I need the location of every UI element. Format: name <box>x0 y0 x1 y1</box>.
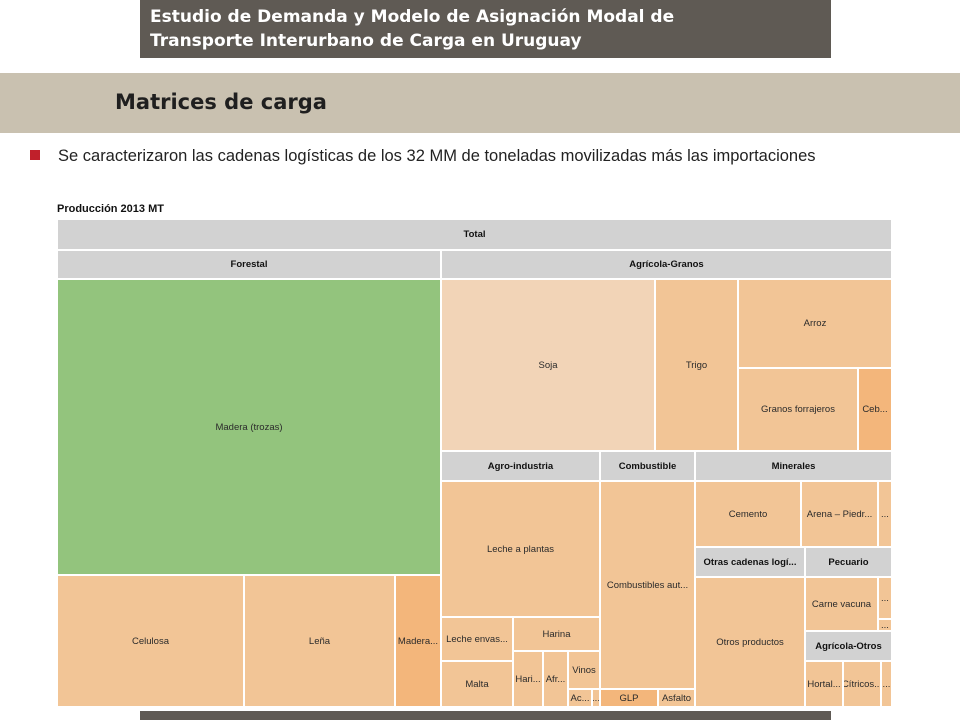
treemap-cell-madera-trozas: Madera (trozas) <box>57 279 441 575</box>
treemap-title: Producción 2013 MT <box>57 203 164 215</box>
treemap-header-total: Total <box>57 219 892 250</box>
treemap-header-minerales: Minerales <box>695 451 892 481</box>
treemap-cell-arena-piedr: Arena – Piedr... <box>801 481 878 547</box>
treemap-cell-ac: Ac... <box>568 689 592 707</box>
treemap-cell-soja: Soja <box>441 279 655 451</box>
treemap-cell-small-5: ... <box>881 661 892 707</box>
treemap-header-agro-industria: Agro-industria <box>441 451 600 481</box>
treemap-cell-carne-vacuna: Carne vacuna <box>805 577 878 631</box>
treemap-cell-hortal: Hortal... <box>805 661 843 707</box>
treemap-cell-hari: Hari... <box>513 651 543 707</box>
treemap-cell-glp: GLP <box>600 689 658 707</box>
treemap-cell-vinos: Vinos <box>568 651 600 689</box>
treemap-header-otras-cadenas: Otras cadenas logí... <box>695 547 805 577</box>
treemap-cell-leche-envas: Leche envas... <box>441 617 513 661</box>
treemap-header-combustible: Combustible <box>600 451 695 481</box>
footer-bar <box>140 711 831 720</box>
treemap-cell-madera-other: Madera... <box>395 575 441 707</box>
treemap-cell-lena: Leña <box>244 575 395 707</box>
treemap-cell-small-3: ... <box>878 577 892 619</box>
treemap-header-agricola-otros: Agrícola-Otros <box>805 631 892 661</box>
section-title: Matrices de carga <box>115 90 327 114</box>
treemap-cell-cemento: Cemento <box>695 481 801 547</box>
treemap-cell-asfalto: Asfalto <box>658 689 695 707</box>
treemap-cell-afr: Afr... <box>543 651 568 707</box>
section-band <box>0 73 960 133</box>
treemap-cell-trigo: Trigo <box>655 279 738 451</box>
treemap-cell-arroz: Arroz <box>738 279 892 368</box>
treemap-cell-combustibles-aut: Combustibles aut... <box>600 481 695 689</box>
treemap-header-pecuario: Pecuario <box>805 547 892 577</box>
treemap-cell-ceb: Ceb... <box>858 368 892 451</box>
presentation-title-line2: Transporte Interurbano de Carga en Urugu… <box>150 31 582 51</box>
treemap-cell-harina: Harina <box>513 617 600 651</box>
presentation-title: Estudio de Demanda y Modelo de Asignació… <box>140 0 831 58</box>
treemap-cell-malta: Malta <box>441 661 513 707</box>
treemap-header-agricola-granos: Agrícola-Granos <box>441 250 892 279</box>
treemap-cell-small-2: ... <box>878 481 892 547</box>
treemap-cell-small-4: ... <box>878 619 892 631</box>
treemap-header-forestal: Forestal <box>57 250 441 279</box>
presentation-title-line1: Estudio de Demanda y Modelo de Asignació… <box>150 7 675 27</box>
bullet-text: Se caracterizaron las cadenas logísticas… <box>58 147 816 165</box>
treemap-cell-otros-productos: Otros productos <box>695 577 805 707</box>
treemap-cell-small-1: ... <box>592 689 600 707</box>
bullet-marker <box>30 150 40 160</box>
treemap-cell-leche-plantas: Leche a plantas <box>441 481 600 617</box>
treemap-cell-granos-forrajeros: Granos forrajeros <box>738 368 858 451</box>
treemap-cell-celulosa: Celulosa <box>57 575 244 707</box>
treemap-cell-citricos: Cítricos... <box>843 661 881 707</box>
